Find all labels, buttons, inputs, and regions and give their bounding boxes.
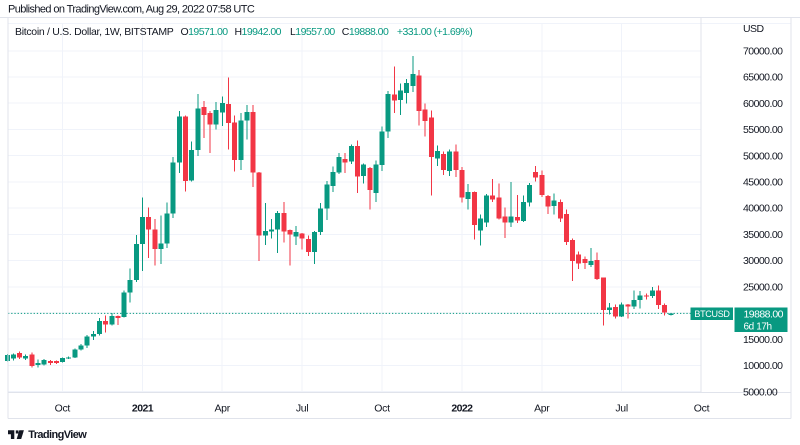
svg-text:2021: 2021 (132, 403, 154, 415)
svg-text:10000.00: 10000.00 (743, 360, 783, 372)
svg-text:+331.00 (+1.69%): +331.00 (+1.69%) (397, 26, 472, 38)
svg-text:19888.00: 19888.00 (744, 309, 784, 321)
svg-text:Bitcoin / U.S. Dollar, 1W, BIT: Bitcoin / U.S. Dollar, 1W, BITSTAMP (15, 26, 174, 38)
svg-text:25000.00: 25000.00 (743, 281, 783, 293)
svg-text:30000.00: 30000.00 (743, 255, 783, 267)
svg-text:Published on TradingView.com,: Published on TradingView.com, Aug 29, 20… (8, 3, 255, 15)
svg-text:Jul: Jul (296, 403, 309, 415)
svg-text:60000.00: 60000.00 (743, 98, 783, 110)
svg-text:50000.00: 50000.00 (743, 150, 783, 162)
svg-text:TradingView: TradingView (28, 429, 87, 441)
svg-text:15000.00: 15000.00 (743, 334, 783, 346)
svg-text:L19557.00: L19557.00 (290, 26, 335, 38)
svg-text:70000.00: 70000.00 (743, 45, 783, 57)
svg-text:H19942.00: H19942.00 (235, 26, 282, 38)
svg-text:Apr: Apr (214, 403, 230, 415)
svg-text:55000.00: 55000.00 (743, 124, 783, 136)
svg-text:Apr: Apr (534, 403, 550, 415)
svg-text:35000.00: 35000.00 (743, 229, 783, 241)
svg-text:Oct: Oct (374, 403, 390, 415)
svg-text:6d 17h: 6d 17h (744, 322, 772, 333)
svg-text:2022: 2022 (451, 403, 473, 415)
svg-text:BTCUSD: BTCUSD (694, 309, 730, 319)
svg-text:Oct: Oct (694, 403, 710, 415)
svg-text:45000.00: 45000.00 (743, 177, 783, 189)
svg-text:O19571.00: O19571.00 (181, 26, 229, 38)
svg-text:40000.00: 40000.00 (743, 203, 783, 215)
svg-text:USD: USD (743, 23, 764, 35)
svg-text:65000.00: 65000.00 (743, 72, 783, 84)
svg-text:Jul: Jul (615, 403, 628, 415)
svg-text:Oct: Oct (55, 403, 71, 415)
svg-text:5000.00: 5000.00 (743, 386, 778, 398)
svg-text:C19888.00: C19888.00 (342, 26, 389, 38)
